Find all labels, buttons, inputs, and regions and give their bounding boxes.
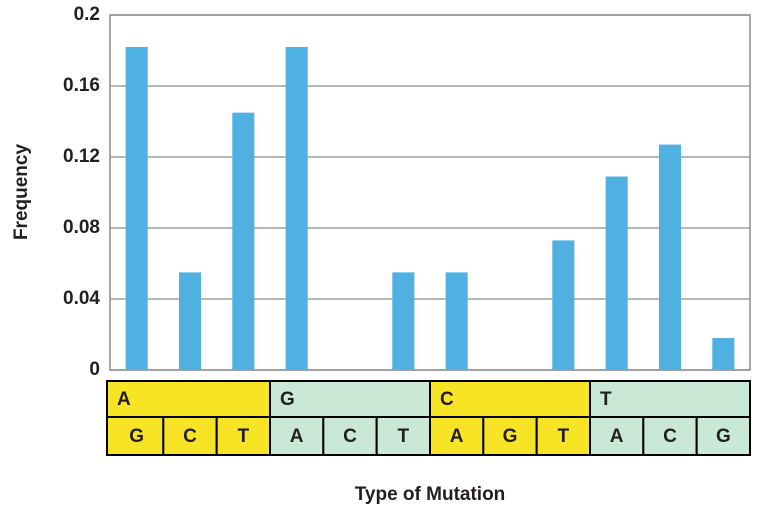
- bar: [125, 46, 148, 370]
- y-tick-label: 0: [89, 359, 100, 380]
- x-tick-label: T: [398, 426, 410, 447]
- bar: [445, 272, 468, 370]
- x-tick-label: C: [183, 426, 197, 447]
- category-cell: [695, 416, 752, 456]
- category-cell: [482, 416, 538, 456]
- group-label: C: [440, 389, 454, 410]
- y-tick-label: 0.08: [63, 217, 100, 238]
- y-tick-label: 0.12: [63, 146, 100, 167]
- bar: [552, 240, 575, 370]
- category-cell: [269, 416, 325, 456]
- bar: [285, 46, 308, 370]
- plot-frame: [109, 14, 751, 371]
- y-tick-label: 0.2: [74, 4, 100, 25]
- bar: [232, 112, 255, 370]
- x-tick-label: A: [290, 426, 304, 447]
- group-cell: [106, 380, 271, 418]
- category-cell: [535, 416, 592, 456]
- category-cell: [215, 416, 272, 456]
- bar: [179, 272, 201, 370]
- bar: [392, 272, 415, 370]
- y-axis-label: Frequency: [11, 144, 32, 241]
- y-tick-label: 0.04: [63, 288, 100, 309]
- x-tick-label: G: [129, 426, 144, 447]
- x-tick-label: C: [663, 426, 677, 447]
- x-tick-label: A: [610, 426, 624, 447]
- group-cell: [429, 380, 591, 418]
- category-cell: [429, 416, 485, 456]
- x-axis-label: Type of Mutation: [355, 484, 506, 505]
- category-cell: [589, 416, 645, 456]
- x-tick-label: T: [238, 426, 250, 447]
- y-tick-label: 0.16: [63, 75, 100, 96]
- x-tick-label: T: [558, 426, 570, 447]
- category-cell: [642, 416, 698, 456]
- bar: [659, 144, 681, 370]
- x-tick-label: G: [716, 426, 731, 447]
- group-cell: [589, 380, 751, 418]
- x-tick-label: C: [343, 426, 357, 447]
- x-tick-label: G: [503, 426, 518, 447]
- category-cell: [322, 416, 378, 456]
- group-label: G: [280, 389, 295, 410]
- x-tick-label: A: [450, 426, 464, 447]
- bar: [605, 176, 628, 370]
- bar: [712, 338, 735, 370]
- group-label: T: [600, 389, 612, 410]
- group-label: A: [117, 389, 131, 410]
